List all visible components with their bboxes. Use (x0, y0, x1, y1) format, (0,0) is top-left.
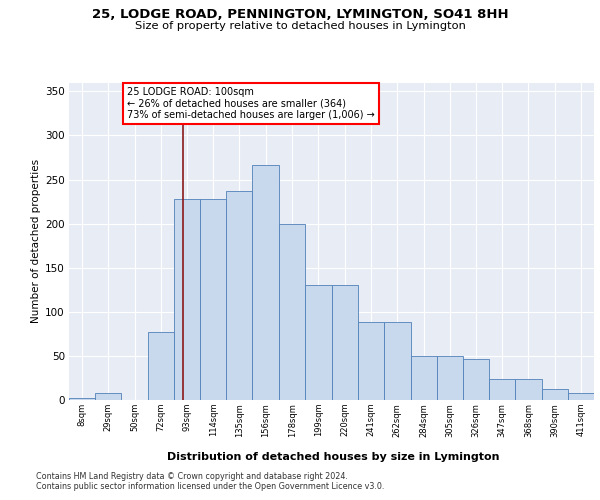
Bar (358, 322, 383, 400)
Bar (305, 286, 331, 400)
Bar (226, 191, 252, 400)
Bar (383, 322, 411, 400)
Bar (437, 356, 463, 400)
Bar (200, 199, 226, 400)
Bar (148, 332, 174, 400)
Bar (568, 393, 594, 400)
Bar (252, 164, 280, 400)
Text: 25 LODGE ROAD: 100sqm
← 26% of detached houses are smaller (364)
73% of semi-det: 25 LODGE ROAD: 100sqm ← 26% of detached … (127, 87, 375, 120)
Bar (515, 379, 542, 400)
Bar (411, 356, 437, 400)
Text: Contains HM Land Registry data © Crown copyright and database right 2024.: Contains HM Land Registry data © Crown c… (36, 472, 348, 481)
Text: Contains public sector information licensed under the Open Government Licence v3: Contains public sector information licen… (36, 482, 385, 491)
Bar (95, 393, 121, 400)
Bar (69, 398, 95, 400)
Bar (542, 390, 568, 400)
Bar (331, 286, 358, 400)
Bar (463, 360, 489, 400)
Bar (489, 379, 515, 400)
Text: Size of property relative to detached houses in Lymington: Size of property relative to detached ho… (134, 21, 466, 31)
Y-axis label: Number of detached properties: Number of detached properties (31, 159, 41, 324)
Bar (280, 224, 305, 400)
Text: 25, LODGE ROAD, PENNINGTON, LYMINGTON, SO41 8HH: 25, LODGE ROAD, PENNINGTON, LYMINGTON, S… (92, 8, 508, 20)
Text: Distribution of detached houses by size in Lymington: Distribution of detached houses by size … (167, 452, 499, 462)
Bar (174, 199, 200, 400)
